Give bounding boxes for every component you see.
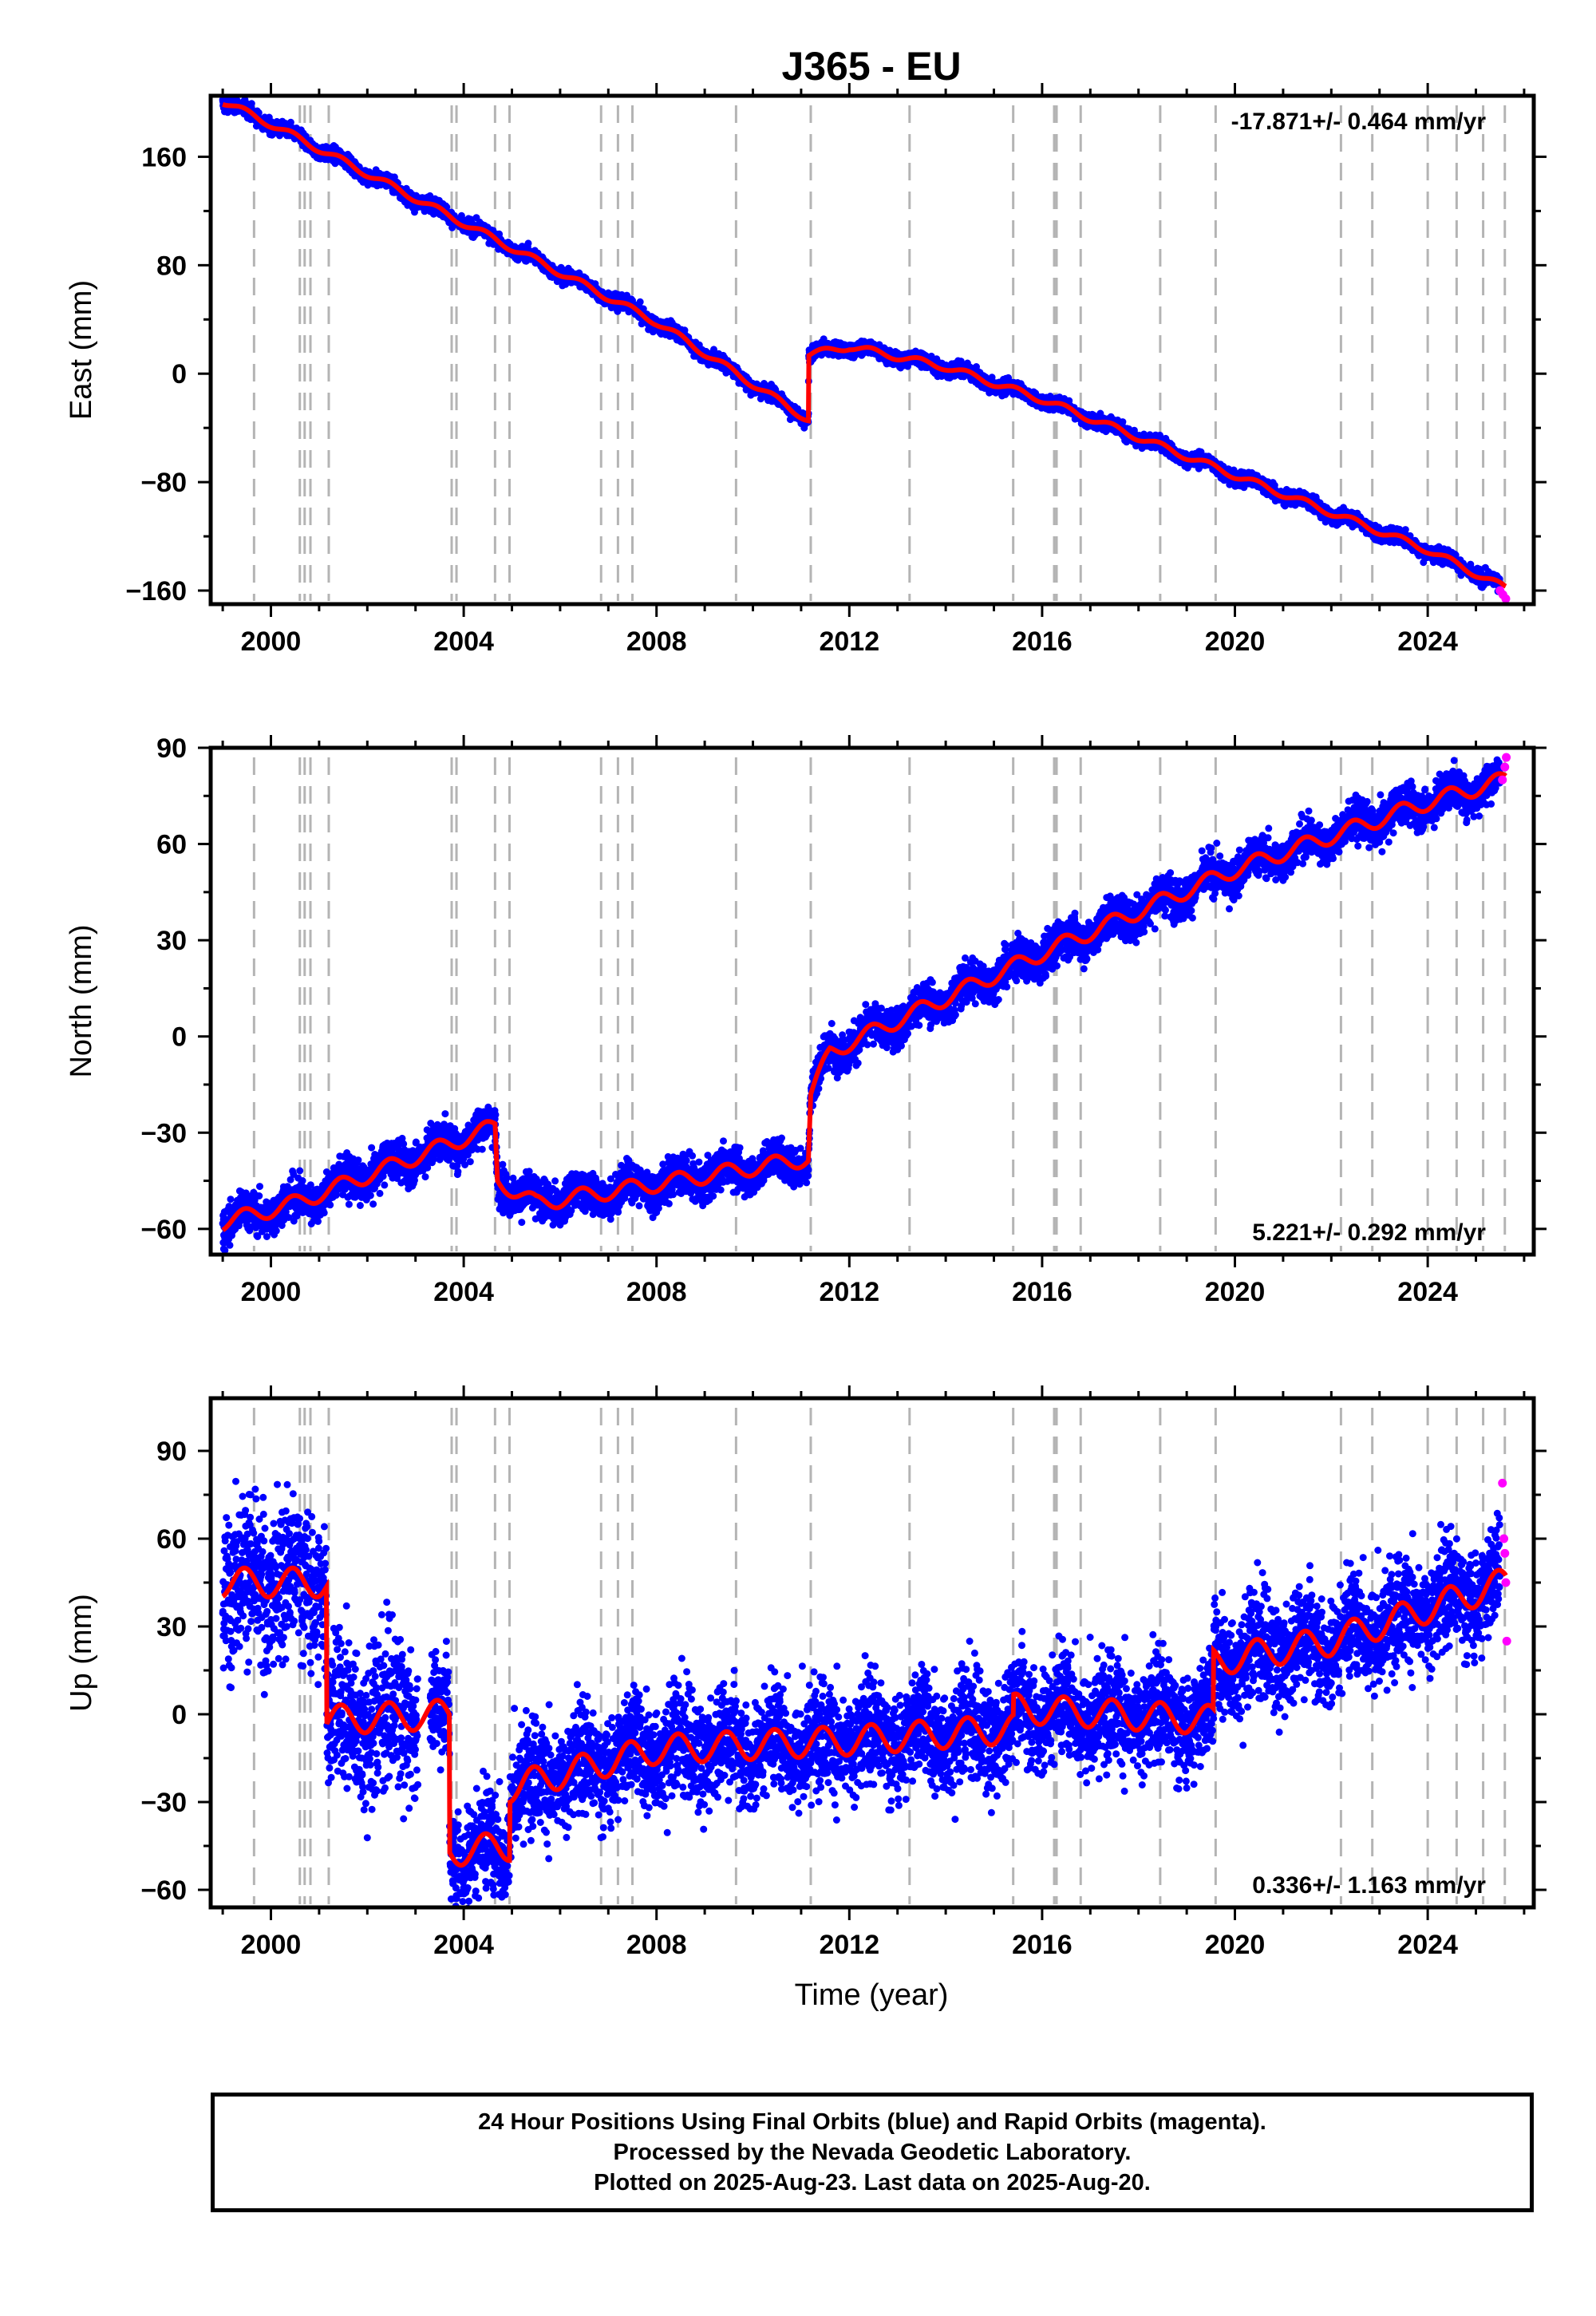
y-tick-label: 0: [172, 1022, 187, 1053]
rapid-orbit-point: [1500, 1549, 1509, 1558]
rate-annotation: -17.871+/- 0.464 mm/yr: [1231, 109, 1487, 135]
y-axis-label: Up (mm): [65, 1594, 98, 1712]
x-tick-label: 2008: [626, 1930, 687, 1960]
footer-note: 24 Hour Positions Using Final Orbits (bl…: [211, 2093, 1534, 2212]
final-orbit-points: [219, 94, 1504, 595]
x-tick-label: 2024: [1397, 1930, 1458, 1960]
rapid-orbit-point: [1501, 595, 1510, 603]
x-tick-label: 2000: [241, 1930, 302, 1960]
x-tick-label: 2008: [626, 626, 687, 657]
x-tick-label: 2020: [1205, 1277, 1266, 1307]
rapid-orbit-point: [1498, 1479, 1507, 1488]
y-tick-label: −60: [140, 1875, 187, 1906]
x-tick-label: 2000: [241, 626, 302, 657]
rapid-orbit-point: [1501, 1579, 1510, 1587]
x-tick-label: 2016: [1012, 626, 1073, 657]
y-tick-label: 80: [156, 251, 187, 281]
x-tick-label: 2012: [819, 1277, 879, 1307]
final-orbit-points: [219, 1478, 1504, 1921]
footer-line-3: Plotted on 2025-Aug-23. Last data on 202…: [594, 2168, 1151, 2198]
chart-title: J365 - EU: [781, 44, 961, 89]
y-tick-label: −30: [140, 1788, 187, 1818]
y-axis-label: North (mm): [65, 924, 98, 1077]
x-tick-label: 2024: [1397, 626, 1458, 657]
x-tick-label: 2020: [1205, 626, 1266, 657]
x-tick-label: 2024: [1397, 1277, 1458, 1307]
final-orbit-scatter: [219, 757, 1504, 1255]
rapid-orbit-point: [1499, 1535, 1508, 1543]
y-tick-label: 90: [156, 733, 187, 764]
y-tick-label: 160: [141, 142, 187, 172]
y-tick-label: 90: [156, 1437, 187, 1467]
footer-line-1: 24 Hour Positions Using Final Orbits (bl…: [478, 2107, 1266, 2137]
panel-east: 2000 2004 2008 2012 2016 2020 2024 −160 −80 0 80 16…: [65, 83, 1547, 657]
y-tick-label: −160: [125, 576, 187, 607]
x-tick-label: 2004: [433, 1277, 494, 1307]
footer-line-2: Processed by the Nevada Geodetic Laborat…: [614, 2137, 1132, 2168]
y-tick-label: 60: [156, 830, 187, 860]
y-tick-label: 0: [172, 1700, 187, 1730]
x-tick-label: 2004: [433, 626, 494, 657]
final-orbit-scatter: [219, 94, 1504, 595]
y-tick-label: 30: [156, 1612, 187, 1642]
panel-up: 2000 2004 2008 2012 2016 2020 2024 −60 −30 0 30 60 9…: [65, 1385, 1547, 1960]
y-tick-label: −80: [140, 468, 187, 498]
panel-north: 2000 2004 2008 2012 2016 2020 2024 −60 −30 0 30 60 9…: [65, 733, 1547, 1307]
rapid-orbit-point: [1498, 776, 1507, 785]
x-tick-label: 2020: [1205, 1930, 1266, 1960]
final-orbit-scatter: [219, 1478, 1504, 1921]
x-tick-label: 2004: [433, 1930, 494, 1960]
rapid-orbit-point: [1502, 753, 1511, 762]
y-axis-label: East (mm): [65, 280, 98, 420]
y-tick-label: 60: [156, 1524, 187, 1555]
rapid-orbit-point: [1500, 763, 1509, 772]
x-tick-label: 2012: [819, 626, 879, 657]
rate-annotation: 0.336+/- 1.163 mm/yr: [1252, 1872, 1486, 1899]
x-tick-label: 2012: [819, 1930, 879, 1960]
rapid-orbit-point: [1503, 1637, 1511, 1646]
x-tick-label: 2016: [1012, 1277, 1073, 1307]
x-axis-label: Time (year): [795, 1978, 949, 2012]
y-tick-label: −30: [140, 1118, 187, 1148]
y-tick-label: −60: [140, 1215, 187, 1245]
rate-annotation: 5.221+/- 0.292 mm/yr: [1252, 1219, 1486, 1246]
x-tick-label: 2016: [1012, 1930, 1073, 1960]
x-tick-label: 2000: [241, 1277, 302, 1307]
y-tick-label: 0: [172, 359, 187, 389]
final-orbit-points: [219, 757, 1504, 1255]
x-tick-label: 2008: [626, 1277, 687, 1307]
y-tick-label: 30: [156, 926, 187, 956]
